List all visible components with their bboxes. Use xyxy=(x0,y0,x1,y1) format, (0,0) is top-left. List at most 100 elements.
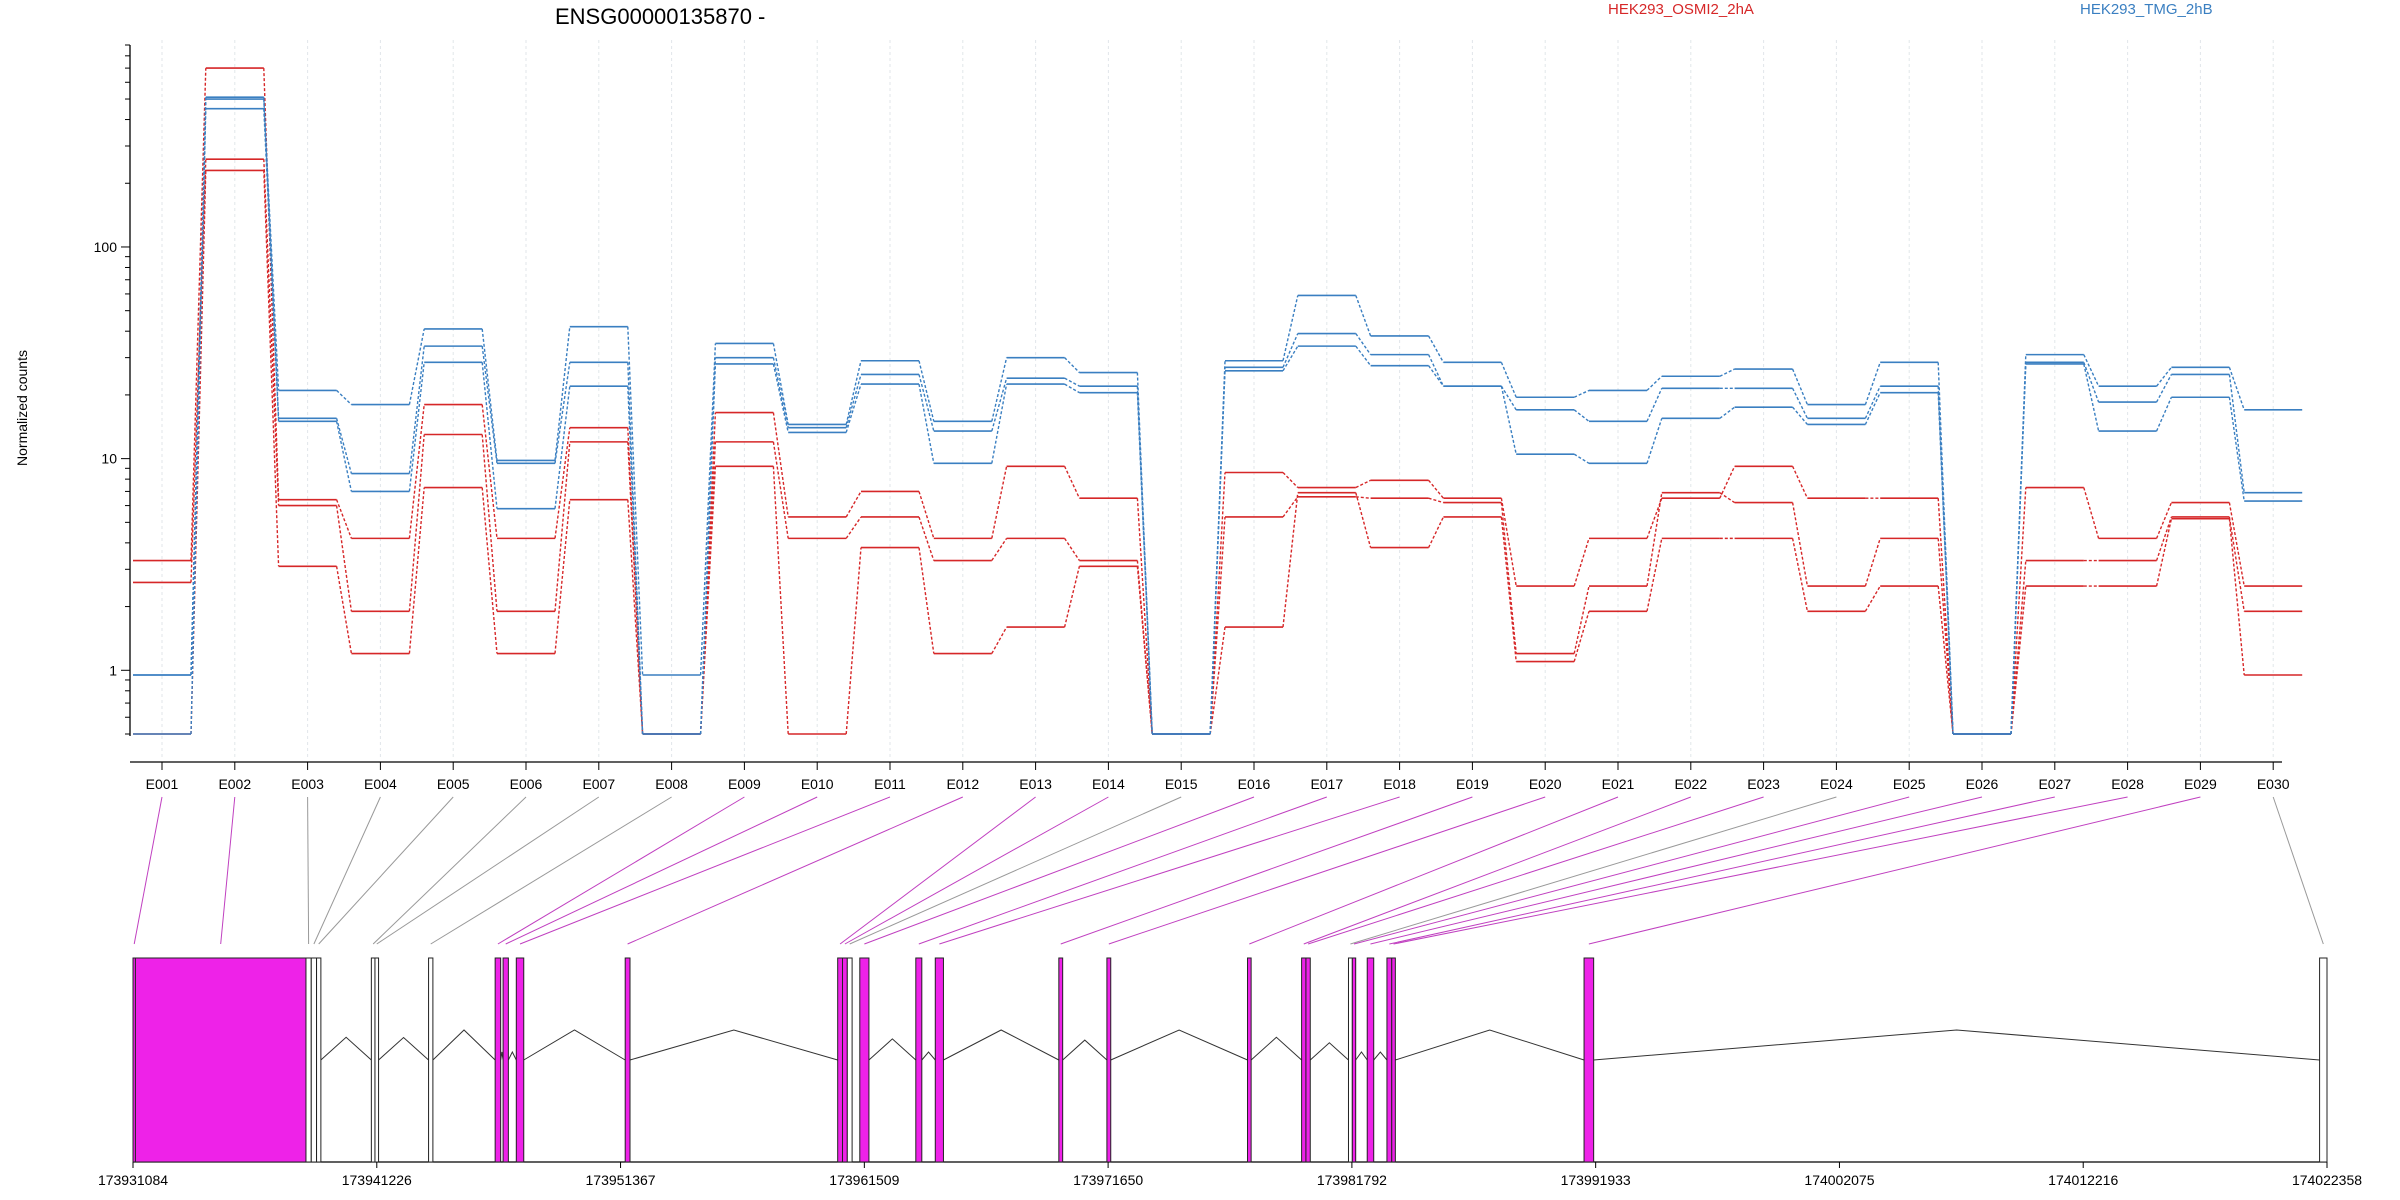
series-connector xyxy=(627,499,644,735)
series-connector xyxy=(772,466,789,735)
series-connector xyxy=(918,383,935,464)
exon-E008 xyxy=(428,957,434,1163)
series-connector xyxy=(1937,386,1954,735)
series-connector xyxy=(2228,518,2245,676)
x-tick-label: E024 xyxy=(1820,776,1853,792)
series-connector xyxy=(1136,386,1153,735)
exon-E018 xyxy=(934,957,944,1163)
connector-E006 xyxy=(372,796,527,945)
series-connector xyxy=(481,346,498,464)
series-connector xyxy=(2083,362,2100,403)
series-connector xyxy=(991,357,1008,422)
series-connector xyxy=(1864,585,1881,612)
intron xyxy=(320,1036,372,1061)
connector-E016 xyxy=(864,796,1255,945)
exon-E020 xyxy=(1106,957,1112,1163)
connector-E019 xyxy=(1060,796,1473,945)
series-lines xyxy=(133,67,2303,735)
series-connector xyxy=(1355,345,1372,367)
series-connector xyxy=(991,377,1008,432)
series-connector xyxy=(1064,357,1080,374)
exon-E019 xyxy=(1058,957,1064,1163)
exon-E013 xyxy=(837,957,843,1163)
series-connector xyxy=(263,159,280,506)
series-connector xyxy=(408,346,425,474)
connector-E008 xyxy=(430,796,672,945)
series-connector xyxy=(845,374,862,428)
x-tick-label: E015 xyxy=(1165,776,1198,792)
y-tick-label: 100 xyxy=(94,239,118,255)
x-tick-label: E025 xyxy=(1893,776,1926,792)
series-connector xyxy=(408,328,425,405)
series-connector xyxy=(845,383,862,433)
series-connector xyxy=(2083,487,2100,539)
series-connector xyxy=(1937,538,1954,735)
series-4 xyxy=(133,98,2303,735)
series-connector xyxy=(336,389,352,406)
series-3 xyxy=(133,169,2303,735)
coordinate-label: 173951367 xyxy=(586,1172,656,1188)
gene-model: 173931084 173941226 173951367 173961509 1739… xyxy=(98,957,2362,1188)
x-tick-label: E027 xyxy=(2038,776,2071,792)
series-connector xyxy=(335,499,353,539)
series-connector xyxy=(772,343,789,425)
intron xyxy=(921,1051,936,1061)
intron xyxy=(523,1029,626,1061)
series-connector xyxy=(408,362,425,492)
series-connector xyxy=(1209,516,1226,735)
intron xyxy=(1373,1051,1388,1061)
x-tick-label: E001 xyxy=(146,776,179,792)
series-connector xyxy=(1573,538,1590,587)
exon-E003 xyxy=(305,957,312,1163)
series-connector xyxy=(1791,368,1809,405)
series-connector xyxy=(1864,538,1881,587)
exon-E007 xyxy=(374,957,380,1163)
series-connector xyxy=(1282,333,1299,368)
legend-osmi2: HEK293_OSMI2_2hA xyxy=(1608,1,1754,18)
x-tick-label: E029 xyxy=(2184,776,2217,792)
x-tick-label: E011 xyxy=(874,776,906,792)
x-gridlines xyxy=(161,40,2274,758)
connector-E004 xyxy=(313,796,381,945)
intron xyxy=(432,1029,496,1061)
series-connector xyxy=(845,360,862,425)
series-connector xyxy=(627,326,644,676)
exon-E025 xyxy=(1351,957,1357,1163)
series-connector xyxy=(1573,409,1590,422)
series-connector xyxy=(1719,368,1735,377)
series-connector xyxy=(1355,295,1372,337)
series-connector xyxy=(190,68,207,561)
exon-E011 xyxy=(515,957,525,1163)
series-connector xyxy=(699,363,717,735)
series-connector xyxy=(1500,516,1517,662)
intron xyxy=(629,1029,838,1061)
x-tick-label: E004 xyxy=(364,776,397,792)
series-connector xyxy=(1937,392,1954,735)
series-connector xyxy=(2010,487,2027,735)
series-connector xyxy=(481,434,498,612)
x-tick-label: E007 xyxy=(582,776,615,792)
connector-E028 xyxy=(1393,796,2128,945)
series-connector xyxy=(408,434,425,612)
series-connector xyxy=(918,491,935,539)
series-connector xyxy=(2010,560,2027,735)
series-connector xyxy=(2228,502,2245,587)
connector-E015 xyxy=(849,796,1182,945)
chart-title: ENSG00000135870 - xyxy=(555,4,765,29)
coordinate-label: 174012216 xyxy=(2048,1172,2118,1188)
connector-E021 xyxy=(1249,796,1619,945)
series-connector xyxy=(1500,502,1517,654)
series-connector xyxy=(1355,492,1372,548)
series-connector xyxy=(1063,465,1081,499)
intron xyxy=(1062,1039,1108,1061)
connector-E025 xyxy=(1353,796,1910,945)
connector-E002 xyxy=(220,796,236,945)
series-connector xyxy=(1791,538,1809,612)
series-connector xyxy=(1136,498,1153,735)
series-connector xyxy=(190,108,207,735)
series-connector xyxy=(190,170,207,735)
x-tick-label: E018 xyxy=(1383,776,1416,792)
series-connector xyxy=(554,427,571,539)
series-connector xyxy=(1500,386,1517,455)
